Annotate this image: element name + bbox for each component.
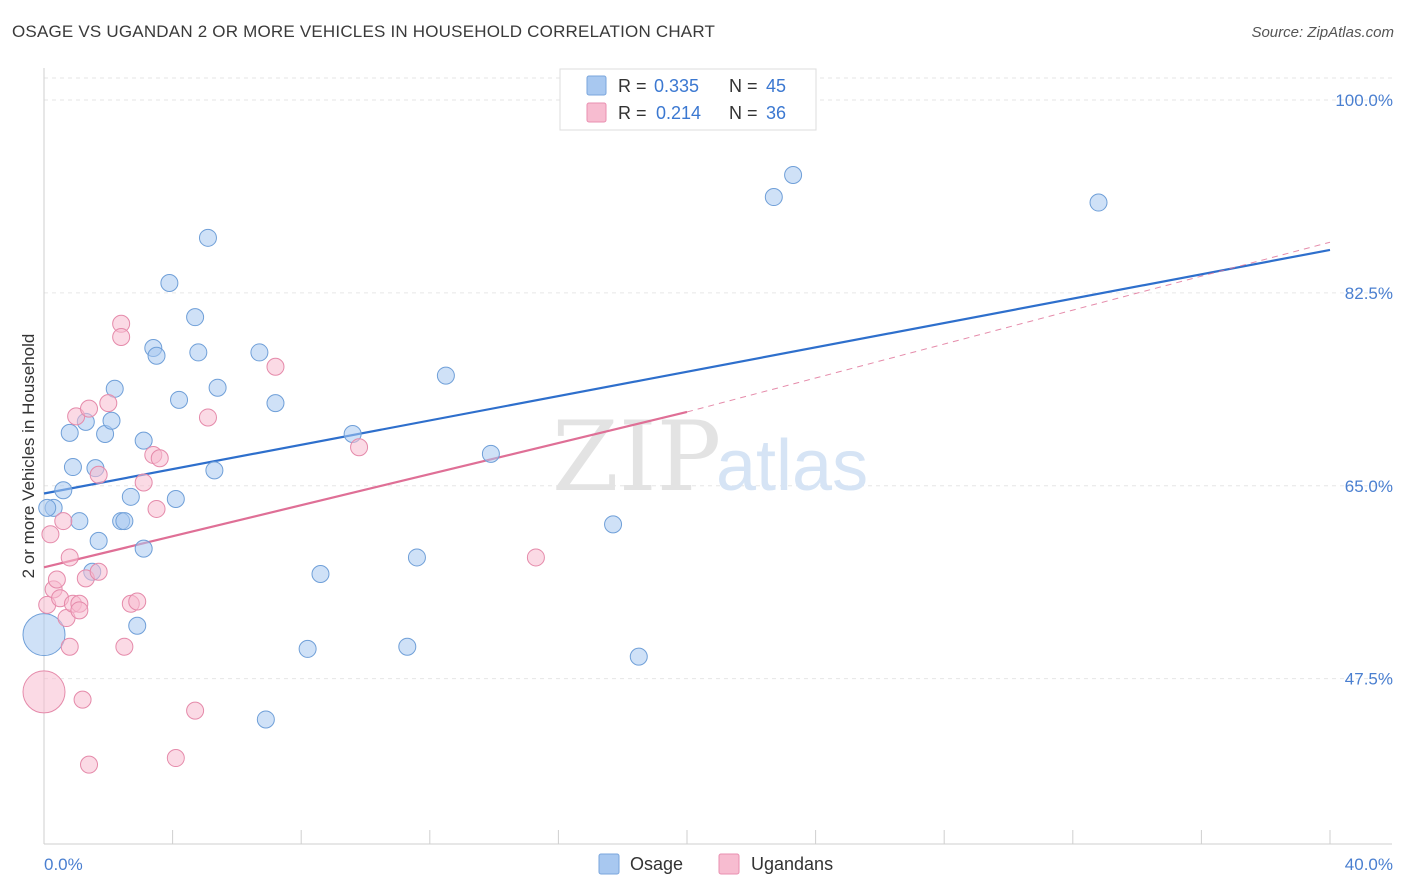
source-label: Source: ZipAtlas.com	[1251, 24, 1394, 41]
point-osage	[63, 458, 82, 477]
point-ugandans	[115, 637, 134, 656]
watermark-atlas: atlas	[716, 426, 868, 506]
bottom-legend: Osage Ugandans	[598, 853, 833, 875]
legend-swatch-osage	[586, 75, 607, 96]
point-osage	[70, 512, 89, 531]
point-osage	[121, 487, 140, 506]
point-osage	[407, 548, 426, 567]
point-ugandans	[350, 438, 369, 457]
point-osage	[250, 343, 269, 362]
point-osage	[128, 616, 147, 635]
point-ugandans	[41, 525, 60, 544]
point-ugandans	[266, 357, 285, 376]
y-tick-labels: 100.0% 82.5% 65.0% 47.5%	[1335, 91, 1393, 689]
point-ugandans	[186, 701, 205, 720]
point-ugandans	[112, 328, 131, 347]
point-osage	[604, 515, 623, 534]
point-osage	[160, 274, 179, 293]
scatter-points	[22, 165, 1108, 774]
legend-n-value-ugandans: 36	[766, 103, 786, 123]
legend-n-label-osage: N =	[729, 76, 758, 96]
point-osage	[22, 613, 66, 657]
point-osage	[205, 461, 224, 480]
watermark-zip: ZIP	[552, 401, 721, 513]
legend-r-label-osage: R =	[618, 76, 647, 96]
y-tick-label: 100.0%	[1335, 91, 1393, 110]
point-ugandans	[166, 749, 185, 768]
point-osage	[134, 431, 153, 450]
x-tick-labels: 0.0% 40.0%	[44, 855, 1393, 874]
x-tick-label: 40.0%	[1345, 855, 1393, 874]
point-ugandans	[80, 399, 99, 418]
point-ugandans	[60, 637, 79, 656]
legend-swatch-ugandans	[586, 102, 607, 123]
point-osage	[186, 308, 205, 327]
point-ugandans	[89, 562, 108, 581]
point-ugandans	[526, 548, 545, 567]
point-osage	[398, 637, 417, 656]
point-osage	[784, 165, 803, 184]
point-osage	[147, 346, 166, 365]
point-osage	[208, 378, 227, 397]
point-ugandans	[198, 408, 217, 427]
point-osage	[436, 366, 455, 385]
grid	[44, 77, 1392, 680]
point-ugandans	[147, 499, 166, 518]
point-osage	[481, 444, 500, 463]
point-osage	[60, 423, 79, 442]
bottom-legend-swatch-osage	[598, 853, 620, 875]
legend-r-value-ugandans: 0.214	[656, 103, 701, 123]
point-osage	[1089, 193, 1108, 212]
trend-line-extension-ugandans	[686, 241, 1331, 413]
point-osage	[38, 498, 57, 517]
point-osage	[115, 512, 134, 531]
y-axis-label: 2 or more Vehicles in Household	[19, 334, 38, 579]
legend-n-value-osage: 45	[766, 76, 786, 96]
point-ugandans	[70, 601, 89, 620]
point-ugandans	[150, 449, 169, 468]
point-ugandans	[47, 570, 66, 589]
legend-r-label-ugandans: R =	[618, 103, 647, 123]
y-tick-label: 47.5%	[1345, 670, 1393, 689]
point-ugandans	[99, 394, 118, 413]
x-tick-label: 0.0%	[44, 855, 83, 874]
y-tick-label: 65.0%	[1345, 477, 1393, 496]
point-ugandans	[54, 512, 73, 531]
trend-line-ugandans	[43, 410, 688, 569]
point-osage	[166, 490, 185, 509]
point-osage	[89, 531, 108, 550]
y-tick-label: 82.5%	[1345, 284, 1393, 303]
point-ugandans	[22, 670, 66, 714]
point-osage	[629, 647, 648, 666]
point-osage	[102, 411, 121, 430]
point-osage	[189, 343, 208, 362]
trend-line-osage	[43, 248, 1331, 495]
point-osage	[134, 539, 153, 558]
point-osage	[170, 390, 189, 409]
legend-r-value-osage: 0.335	[654, 76, 699, 96]
point-ugandans	[60, 548, 79, 567]
trend-lines	[43, 241, 1331, 569]
bottom-legend-swatch-ugandans	[718, 853, 740, 875]
point-osage	[764, 188, 783, 207]
point-osage	[266, 394, 285, 413]
point-osage	[54, 481, 73, 500]
point-ugandans	[128, 592, 147, 611]
point-ugandans	[80, 755, 99, 774]
point-osage	[256, 710, 275, 729]
legend-n-label-ugandans: N =	[729, 103, 758, 123]
top-legend: R = 0.335 N = 45 R = 0.214 N = 36	[559, 68, 817, 131]
axes	[43, 68, 1392, 845]
point-osage	[311, 564, 330, 583]
point-ugandans	[73, 690, 92, 709]
point-ugandans	[89, 465, 108, 484]
chart-title: OSAGE VS UGANDAN 2 OR MORE VEHICLES IN H…	[12, 22, 716, 41]
point-ugandans	[134, 473, 153, 492]
point-osage	[198, 228, 217, 247]
bottom-legend-label-ugandans: Ugandans	[751, 854, 833, 874]
bottom-legend-label-osage: Osage	[630, 854, 683, 874]
point-osage	[298, 639, 317, 658]
